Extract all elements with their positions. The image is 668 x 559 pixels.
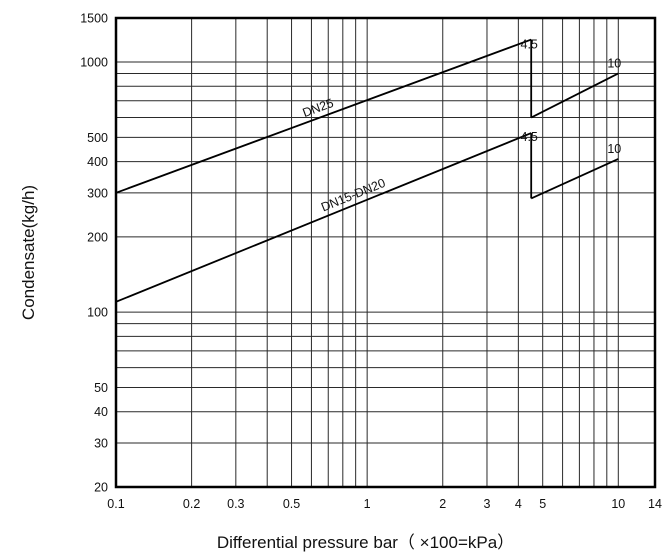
x-tick-label: 2 (439, 497, 446, 511)
series-dn15-dn20 (115, 132, 619, 303)
x-tick-label: 4 (515, 497, 522, 511)
y-tick-label: 1500 (80, 12, 108, 26)
y-tick-label: 40 (94, 405, 108, 419)
plot-frame (114, 16, 657, 489)
x-tick-label: 0.2 (183, 497, 200, 511)
x-tick-label: 1 (364, 497, 371, 511)
annotation-label: 4.5 (521, 38, 538, 52)
x-tick-label: 0.5 (283, 497, 300, 511)
x-tick-label: 0.3 (227, 497, 244, 511)
y-tick-label: 20 (94, 481, 108, 495)
series-layer (115, 38, 619, 303)
x-axis-ticks: 0.1 0.2 0.3 0.5 1 2 3 4 5 10 14 (107, 497, 662, 511)
x-axis-title: Differential pressure bar（ ×100=kPa） (217, 533, 514, 552)
y-tick-label: 200 (87, 230, 108, 244)
grid-layer (116, 18, 655, 487)
y-tick-label: 30 (94, 436, 108, 450)
x-tick-label: 10 (611, 497, 625, 511)
x-tick-label: 14 (648, 497, 662, 511)
y-tick-label: 100 (87, 306, 108, 320)
annotation-label: 4.5 (521, 130, 538, 144)
x-tick-label: 5 (539, 497, 546, 511)
series-line-segment (530, 158, 619, 200)
y-axis-title: Condensate(kg/h) (19, 185, 38, 320)
x-tick-label: 3 (484, 497, 491, 511)
series-line-segment (115, 38, 532, 194)
y-tick-label: 500 (87, 131, 108, 145)
y-tick-label: 1000 (80, 56, 108, 70)
annotation-label: 10 (607, 142, 621, 156)
series-label-dn25: DN25 (301, 96, 336, 120)
y-tick-label: 300 (87, 186, 108, 200)
y-tick-label: 50 (94, 381, 108, 395)
annotation-label: 10 (607, 56, 621, 70)
series-line-segment (530, 72, 619, 119)
x-tick-label: 0.1 (107, 497, 124, 511)
series-dn25 (115, 38, 619, 194)
y-tick-label: 400 (87, 155, 108, 169)
y-axis-ticks: 20 30 40 50 100 200 300 400 500 1000 1500 (80, 12, 108, 495)
series-line-segment (115, 132, 532, 303)
